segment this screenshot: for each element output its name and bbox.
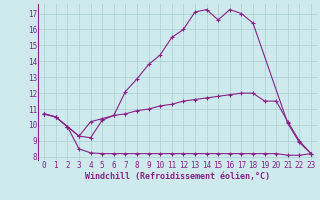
- X-axis label: Windchill (Refroidissement éolien,°C): Windchill (Refroidissement éolien,°C): [85, 172, 270, 181]
